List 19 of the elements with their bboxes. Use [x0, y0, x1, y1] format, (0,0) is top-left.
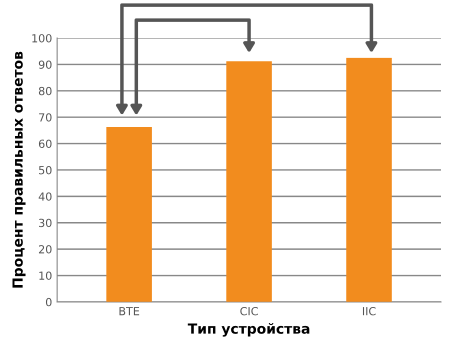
bar: [346, 58, 392, 302]
y-tick-label: 10: [39, 271, 52, 280]
y-axis-title: Процент правильных ответов: [12, 52, 26, 288]
y-tick-label: 90: [38, 60, 52, 69]
y-tick-label: 100: [32, 34, 52, 42]
y-tick-label: 40: [38, 192, 52, 201]
y-tick-label: 30: [38, 218, 52, 228]
y-tick-label: 0: [46, 298, 52, 306]
x-tick-label: BTE: [119, 307, 140, 316]
bar: [106, 126, 152, 302]
x-tick-label: IIC: [362, 306, 376, 316]
x-axis-title: Тип устройства: [188, 323, 310, 337]
y-tick-label: 80: [38, 86, 52, 96]
y-tick-label: 50: [39, 166, 52, 174]
y-tick-label: 60: [38, 140, 52, 148]
bar: [226, 61, 272, 302]
x-tick-label: CIC: [240, 306, 258, 316]
y-tick-label: 20: [38, 245, 52, 254]
y-tick-label: 70: [39, 113, 52, 122]
